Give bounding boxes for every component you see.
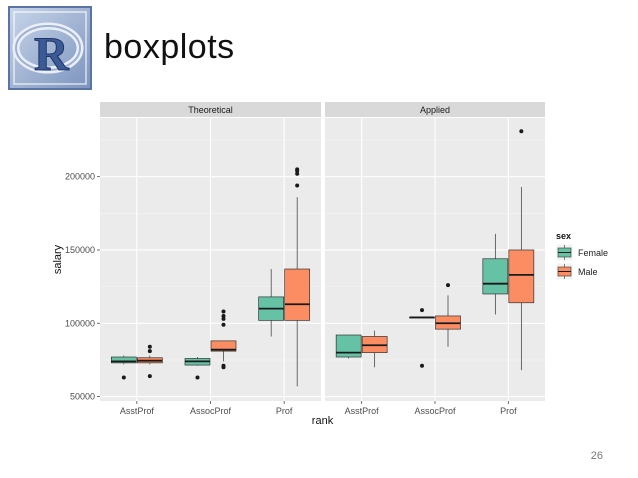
outlier-point [147, 374, 152, 379]
y-tick-label: 50000 [70, 392, 95, 402]
x-tick-label: AssocProf [190, 406, 232, 416]
outlier-point [420, 308, 424, 313]
outlier-point [195, 375, 200, 380]
outlier-point [221, 322, 226, 327]
outlier-point [147, 349, 152, 354]
y-tick-label: 200000 [65, 172, 95, 182]
x-tick-label: AsstProf [120, 406, 155, 416]
box-male [284, 268, 311, 321]
facet-label: Theoretical [188, 105, 233, 115]
box-male [508, 249, 535, 304]
outlier-point [295, 171, 300, 176]
outlier-point [446, 283, 450, 288]
svg-text:R: R [34, 28, 70, 81]
y-tick-label: 150000 [65, 245, 95, 255]
x-tick-label: Prof [500, 406, 517, 416]
outlier-point [295, 167, 300, 172]
box-male [210, 340, 237, 352]
box-female [110, 356, 137, 364]
facet-strip [325, 102, 545, 117]
x-tick-label: Prof [276, 406, 293, 416]
slide-title: boxplots [104, 28, 235, 66]
outlier-point [221, 316, 226, 321]
box-female [335, 334, 362, 358]
legend-label: Female [578, 248, 608, 258]
y-axis-title: salary [52, 244, 64, 274]
outlier-point [221, 363, 226, 368]
x-tick-label: AssocProf [414, 406, 456, 416]
page-number: 26 [590, 450, 603, 462]
outlier-point [519, 129, 524, 134]
outlier-point [221, 313, 226, 318]
x-axis-title: rank [312, 415, 334, 427]
outlier-point [221, 309, 226, 314]
r-logo-icon: R [8, 6, 92, 90]
box-female [482, 258, 509, 295]
y-tick-label: 100000 [65, 318, 95, 328]
facet-label: Applied [420, 105, 450, 115]
outlier-point [295, 183, 300, 188]
outlier-point [147, 344, 152, 349]
legend-title: sex [556, 231, 571, 241]
outlier-point [121, 375, 126, 380]
legend-label: Male [578, 267, 598, 277]
x-tick-label: AsstProf [345, 406, 380, 416]
facet-strip [100, 102, 321, 117]
outlier-point [420, 363, 424, 368]
